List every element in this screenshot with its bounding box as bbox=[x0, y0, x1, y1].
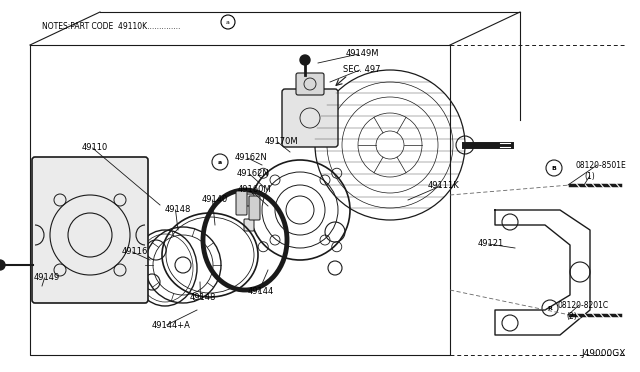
Text: 49121: 49121 bbox=[478, 240, 504, 248]
Text: 49116: 49116 bbox=[122, 247, 148, 257]
FancyBboxPatch shape bbox=[296, 73, 324, 95]
Text: 49110: 49110 bbox=[82, 144, 108, 153]
Text: R: R bbox=[548, 305, 552, 311]
Text: 49149M: 49149M bbox=[346, 49, 380, 58]
Text: 49160M: 49160M bbox=[238, 186, 271, 195]
FancyBboxPatch shape bbox=[244, 194, 254, 206]
Text: SEC. 497: SEC. 497 bbox=[343, 65, 381, 74]
Text: 49111K: 49111K bbox=[428, 182, 460, 190]
Circle shape bbox=[0, 260, 5, 270]
FancyBboxPatch shape bbox=[236, 191, 247, 215]
Text: 08120-8501E: 08120-8501E bbox=[576, 160, 627, 170]
Text: J49000GX: J49000GX bbox=[582, 349, 626, 358]
FancyBboxPatch shape bbox=[282, 89, 338, 147]
Text: 49140: 49140 bbox=[202, 196, 228, 205]
Text: 49162N: 49162N bbox=[237, 170, 269, 179]
Text: (1): (1) bbox=[584, 171, 595, 180]
Text: 49170M: 49170M bbox=[265, 138, 299, 147]
Text: 49144: 49144 bbox=[248, 288, 275, 296]
Text: 49148: 49148 bbox=[190, 294, 216, 302]
FancyBboxPatch shape bbox=[32, 157, 148, 303]
Text: a: a bbox=[226, 19, 230, 25]
Text: NOTES:PART CODE  49110K..............: NOTES:PART CODE 49110K.............. bbox=[42, 22, 180, 31]
Text: (2): (2) bbox=[566, 311, 577, 321]
Circle shape bbox=[300, 55, 310, 65]
Text: 49149: 49149 bbox=[34, 273, 60, 282]
Text: 49162N: 49162N bbox=[235, 154, 268, 163]
Text: 49144+A: 49144+A bbox=[152, 321, 191, 330]
FancyBboxPatch shape bbox=[244, 219, 254, 231]
FancyBboxPatch shape bbox=[249, 196, 260, 220]
Text: a: a bbox=[218, 160, 222, 164]
Text: B: B bbox=[552, 166, 556, 170]
Text: 08120-8201C: 08120-8201C bbox=[558, 301, 609, 310]
Text: 49148: 49148 bbox=[165, 205, 191, 215]
